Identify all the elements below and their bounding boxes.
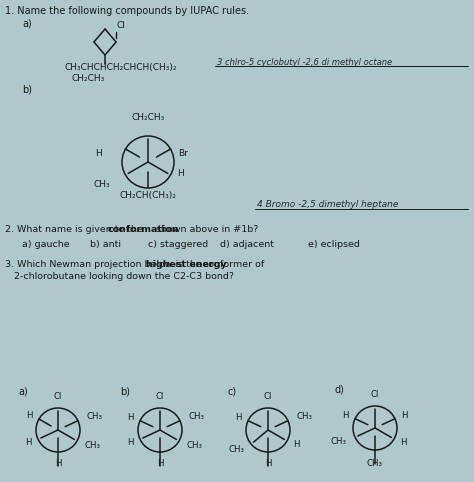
Text: H: H	[400, 438, 407, 447]
Text: b) anti: b) anti	[90, 240, 121, 249]
Text: Cl: Cl	[156, 392, 164, 401]
Text: 2. What name is given to the: 2. What name is given to the	[5, 225, 146, 234]
Text: H: H	[55, 459, 61, 468]
Text: CH₃CHCHCH₂CHCH(CH₃)₂: CH₃CHCHCH₂CHCH(CH₃)₂	[65, 63, 177, 72]
Text: a) gauche: a) gauche	[22, 240, 70, 249]
Text: CH₃: CH₃	[94, 180, 110, 189]
Text: CH₃: CH₃	[188, 413, 204, 421]
Text: CH₂CH₃: CH₂CH₃	[72, 74, 105, 83]
Text: Br: Br	[178, 149, 188, 159]
Text: conformation: conformation	[108, 225, 179, 234]
Text: Cl: Cl	[264, 392, 272, 401]
Text: Cl: Cl	[371, 390, 379, 399]
Text: CH₃: CH₃	[296, 413, 312, 421]
Text: CH₂CH₃: CH₂CH₃	[131, 113, 164, 122]
Text: H: H	[342, 411, 349, 420]
Text: H: H	[235, 413, 242, 422]
Text: CH₃: CH₃	[187, 441, 203, 450]
Text: 3 chlro-5 cyclobutyl -2,6 di methyl octane: 3 chlro-5 cyclobutyl -2,6 di methyl octa…	[217, 58, 392, 67]
Text: CH₃: CH₃	[367, 459, 383, 468]
Text: 4 Bromo -2,5 dimethyl heptane: 4 Bromo -2,5 dimethyl heptane	[257, 200, 398, 209]
Text: H: H	[127, 413, 134, 422]
Text: CH₂CH(CH₃)₂: CH₂CH(CH₃)₂	[119, 191, 176, 200]
Text: conformer of: conformer of	[200, 260, 264, 269]
Text: 1. Name the following compounds by IUPAC rules.: 1. Name the following compounds by IUPAC…	[5, 6, 249, 16]
Text: shown above in #1b?: shown above in #1b?	[153, 225, 259, 234]
Text: d) adjacent: d) adjacent	[220, 240, 274, 249]
Text: 2-chlorobutane looking down the C2-C3 bond?: 2-chlorobutane looking down the C2-C3 bo…	[5, 272, 234, 281]
Text: H: H	[27, 411, 33, 420]
Text: d): d)	[335, 384, 345, 394]
Text: 3. Which Newman projection below is the: 3. Which Newman projection below is the	[5, 260, 205, 269]
Text: a): a)	[22, 18, 32, 28]
Text: H: H	[265, 459, 271, 468]
Text: H: H	[25, 438, 32, 447]
Text: H: H	[127, 438, 134, 447]
Text: H: H	[293, 440, 300, 449]
Text: highest energy: highest energy	[146, 260, 227, 269]
Text: c): c)	[228, 386, 237, 396]
Text: c) staggered: c) staggered	[148, 240, 208, 249]
Text: H: H	[95, 149, 102, 159]
Text: Cl: Cl	[117, 21, 126, 30]
Text: H: H	[177, 170, 184, 178]
Text: CH₃: CH₃	[86, 413, 102, 421]
Text: e) eclipsed: e) eclipsed	[308, 240, 360, 249]
Text: H: H	[401, 411, 408, 420]
Text: CH₃: CH₃	[228, 445, 244, 455]
Text: CH₃: CH₃	[331, 437, 347, 445]
Text: H: H	[157, 459, 163, 468]
Text: Cl: Cl	[54, 392, 62, 401]
Text: b): b)	[120, 386, 130, 396]
Text: b): b)	[22, 84, 32, 94]
Text: a): a)	[18, 386, 28, 396]
Text: CH₃: CH₃	[85, 441, 101, 450]
